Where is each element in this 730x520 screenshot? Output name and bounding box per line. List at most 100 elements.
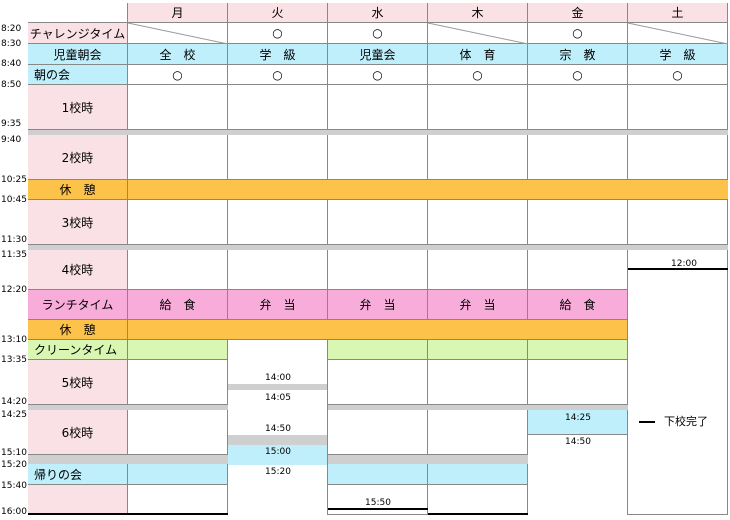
- period5-cell-fri: [528, 360, 628, 405]
- challenge-cell-fri: ○: [528, 23, 628, 44]
- day-header-mon: 月: [128, 3, 228, 23]
- time-0940: 9:40: [1, 135, 22, 145]
- period3-cell-fri: [528, 200, 628, 245]
- lunch-cell-fri: 給 食: [528, 290, 628, 320]
- time-1510: 15:10: [1, 448, 27, 458]
- end-cell-wed: [328, 485, 428, 515]
- period2-cell-sat: [628, 135, 728, 180]
- tue-gap-1400: [228, 384, 328, 390]
- assembly-cell-fri: 宗 教: [528, 44, 628, 65]
- period6-cell-wed: [328, 410, 428, 455]
- sat-dismissal-dash: [639, 421, 655, 423]
- clean-cell-mon: [128, 340, 228, 360]
- period1-cell-thu: [428, 85, 528, 130]
- row-label-period1: 1校時: [28, 85, 128, 130]
- challenge-cell-mon: [128, 23, 228, 44]
- period5-cell-wed: [328, 360, 428, 405]
- period3-cell-sat: [628, 200, 728, 245]
- morning-cell-fri: ○: [528, 65, 628, 85]
- row-label-homeroom: 帰りの会: [28, 464, 128, 485]
- day-header-fri: 金: [528, 3, 628, 23]
- morning-cell-tue: ○: [228, 65, 328, 85]
- period6-cell-mon: [128, 410, 228, 455]
- morning-cell-mon: ○: [128, 65, 228, 85]
- time-0830: 8:30: [1, 39, 22, 49]
- end-line-mon: [28, 513, 228, 515]
- time-1045: 10:45: [1, 195, 27, 205]
- clean-cell-wed: [328, 340, 428, 360]
- time-1220: 12:20: [1, 285, 27, 295]
- homeroom-cell-mon: [128, 464, 228, 485]
- tue-1400-label: 14:00: [265, 373, 291, 383]
- row-label-period2: 2校時: [28, 135, 128, 180]
- period6-cell-thu: [428, 410, 528, 455]
- period4-cell-fri: [528, 250, 628, 290]
- time-1335: 13:35: [1, 355, 27, 365]
- tue-1405-label: 14:05: [265, 393, 291, 403]
- homeroom-cell-thu: [428, 464, 528, 485]
- challenge-cell-wed: ○: [328, 23, 428, 44]
- time-1540: 15:40: [1, 481, 27, 491]
- row-label-period5: 5校時: [28, 360, 128, 405]
- row-label-lunch: ランチタイム: [28, 290, 128, 320]
- tue-after-area: [228, 465, 328, 515]
- period4-cell-mon: [128, 250, 228, 290]
- fri-1425-label: 14:25: [565, 413, 591, 423]
- time-0840: 8:40: [1, 59, 22, 69]
- period3-cell-thu: [428, 200, 528, 245]
- lunch-cell-mon: 給 食: [128, 290, 228, 320]
- period4-cell-tue: [228, 250, 328, 290]
- period5-cell-tue: [228, 360, 328, 384]
- time-1420: 14:20: [1, 397, 27, 407]
- period1-cell-mon: [128, 85, 228, 130]
- row-label-morning: 朝の会: [28, 65, 128, 85]
- assembly-cell-mon: 全 校: [128, 44, 228, 65]
- lunch-cell-thu: 弁 当: [428, 290, 528, 320]
- period2-cell-fri: [528, 135, 628, 180]
- period1-cell-sat: [628, 85, 728, 130]
- period2-cell-tue: [228, 135, 328, 180]
- row-label-clean: クリーンタイム: [28, 340, 128, 360]
- row-label-period3: 3校時: [28, 200, 128, 245]
- morning-cell-sat: ○: [628, 65, 728, 85]
- time-1425: 14:25: [1, 410, 27, 420]
- period6-cell-tue: [228, 390, 328, 435]
- row-label-challenge: チャレンジタイム: [28, 23, 128, 44]
- time-0820: 8:20: [1, 24, 22, 34]
- fri-after-area: [528, 435, 628, 515]
- period3-cell-wed: [328, 200, 428, 245]
- time-1310: 13:10: [1, 335, 27, 345]
- fri-homeroom: [528, 410, 628, 435]
- lunch-cell-tue: 弁 当: [228, 290, 328, 320]
- gap-band-p6: [28, 455, 228, 464]
- gap-band-p5-right: [328, 405, 628, 410]
- assembly-cell-sat: 学 級: [628, 44, 728, 65]
- time-1135: 11:35: [1, 250, 27, 260]
- period3-cell-tue: [228, 200, 328, 245]
- homeroom-cell-wed: [328, 464, 428, 485]
- fri-1450-label: 14:50: [565, 437, 591, 447]
- sat-noon-label: 12:00: [671, 259, 697, 269]
- period1-cell-fri: [528, 85, 628, 130]
- assembly-cell-tue: 学 級: [228, 44, 328, 65]
- gap-band-p5: [28, 405, 228, 410]
- time-1130: 11:30: [1, 235, 27, 245]
- time-0850: 8:50: [1, 80, 22, 90]
- period4-cell-sat: [628, 250, 728, 268]
- day-header-tue: 火: [228, 3, 328, 23]
- day-header-sat: 土: [628, 3, 728, 23]
- break1-band: [128, 180, 728, 200]
- time-1600: 16:00: [1, 507, 27, 517]
- sat-dismissal-line: [628, 268, 728, 270]
- day-header-thu: 木: [428, 3, 528, 23]
- morning-cell-thu: ○: [428, 65, 528, 85]
- clean-cell-thu: [428, 340, 528, 360]
- tue-homeroom: [228, 445, 328, 465]
- period2-cell-mon: [128, 135, 228, 180]
- row-label-break2: 休 憩: [28, 320, 128, 340]
- gap-band-p6-right: [328, 455, 528, 464]
- sat-afternoon-area: [628, 270, 728, 515]
- end-cell-mon: [128, 485, 228, 515]
- row-label-period4: 4校時: [28, 250, 128, 290]
- clean-cell-fri: [528, 340, 628, 360]
